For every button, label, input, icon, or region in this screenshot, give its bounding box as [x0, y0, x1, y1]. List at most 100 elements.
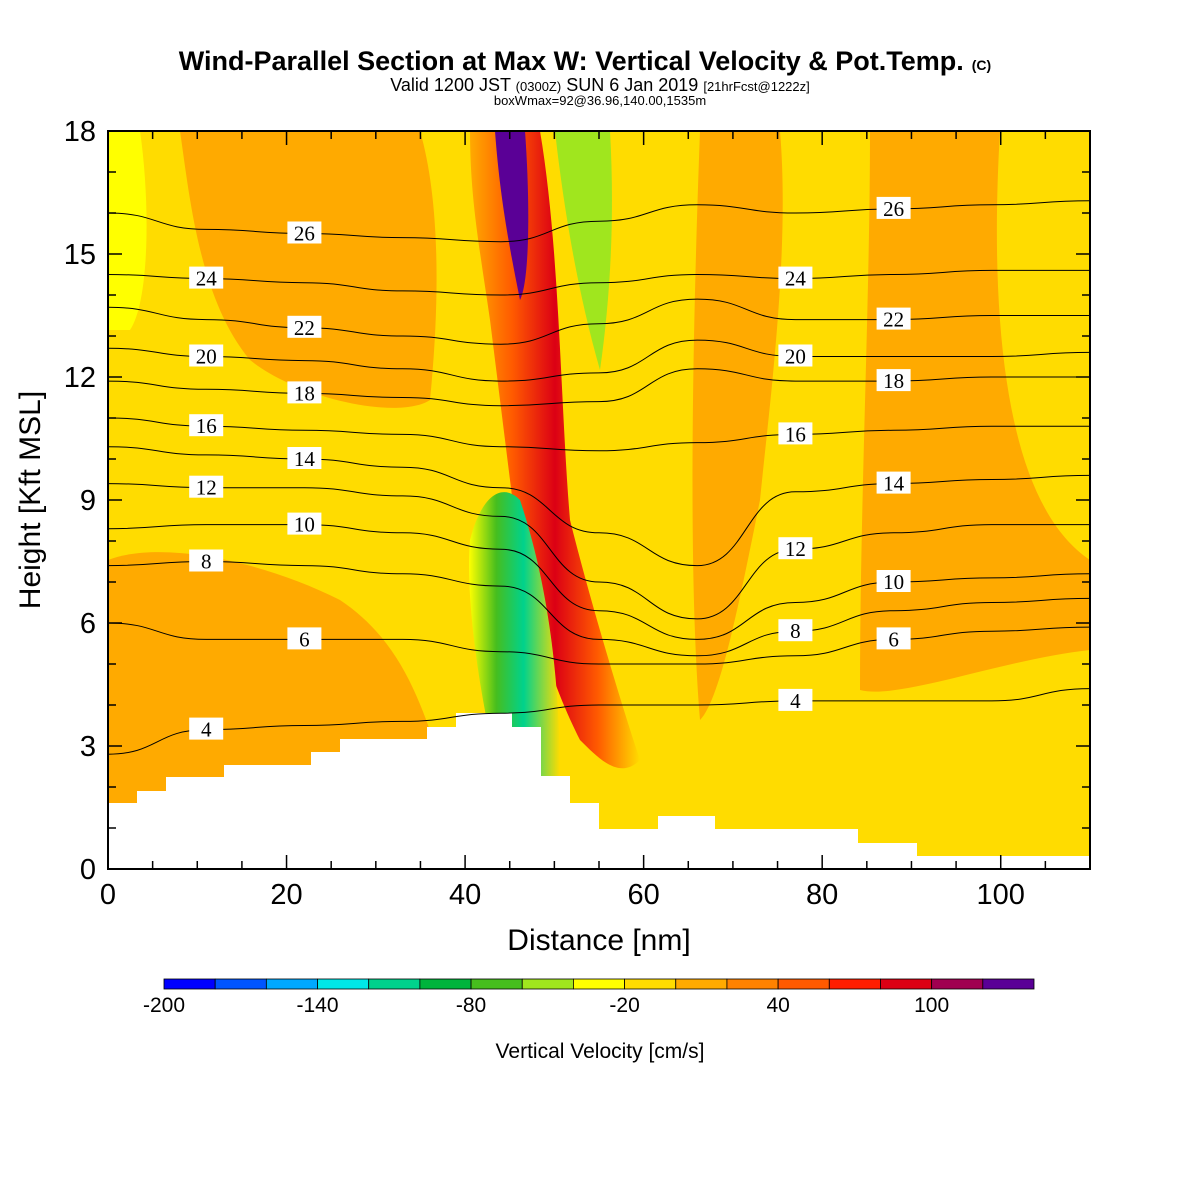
x-tick-label: 60	[628, 879, 660, 911]
theta-contour-line	[108, 417, 1090, 452]
velocity-field	[108, 131, 1090, 869]
svg-text:8: 8	[201, 550, 212, 574]
colorbar-tick-label: 100	[914, 994, 949, 1017]
theta-contour-label: 18	[876, 369, 911, 393]
theta-contour-line	[108, 269, 1090, 296]
downdraft-plume	[469, 492, 560, 780]
svg-text:16: 16	[196, 414, 217, 438]
theta-contour-label: 16	[778, 422, 813, 446]
colorbar-swatch	[828, 978, 881, 990]
theta-contour-line	[108, 560, 1090, 657]
theta-contour-label: 4	[189, 717, 224, 742]
theta-contour-line	[108, 622, 1090, 665]
colorbar-swatch	[777, 978, 830, 990]
chart-title: Wind-Parallel Section at Max W: Vertical…	[179, 46, 991, 76]
svg-text:8: 8	[790, 619, 801, 643]
svg-text:26: 26	[883, 197, 904, 221]
theta-contour-label: 24	[189, 266, 224, 291]
x-tick-label: 40	[449, 879, 481, 911]
svg-text:18: 18	[883, 369, 904, 393]
svg-text:24: 24	[196, 267, 218, 291]
theta-contour-label: 18	[287, 381, 322, 405]
colorbar-tick-label: -200	[143, 994, 185, 1017]
colorbar-swatch	[726, 978, 779, 990]
x-tick-label: 80	[806, 879, 838, 911]
colorbar-swatch	[317, 978, 370, 990]
colorbar-swatch	[931, 978, 984, 990]
theta-contour-line	[108, 339, 1090, 382]
field-yellow-left	[108, 131, 147, 330]
svg-text:14: 14	[883, 472, 905, 496]
colorbar-label: Vertical Velocity [cm/s]	[496, 1040, 705, 1063]
svg-text:4: 4	[790, 689, 801, 713]
colorbar-swatch	[214, 978, 267, 990]
y-tick-label: 18	[64, 116, 96, 148]
theta-contour-labels: 4 4 6 6 8 8 10 10 12 12 14 14 16 16 18 18 20 20 22 22 24 24 26…	[189, 196, 911, 742]
theta-contour-label: 24	[778, 266, 813, 291]
theta-contour-line	[108, 446, 1090, 567]
terrain	[108, 713, 1090, 869]
y-tick-label: 0	[80, 854, 96, 886]
theta-contours	[108, 200, 1090, 755]
svg-text:22: 22	[294, 316, 315, 340]
svg-text:20: 20	[196, 345, 217, 369]
x-tick-label: 20	[270, 879, 302, 911]
svg-text:24: 24	[785, 267, 807, 291]
svg-text:20: 20	[785, 345, 806, 369]
colorbar-swatch	[573, 978, 625, 990]
field-orange-upper	[180, 131, 437, 408]
colorbar-swatch	[675, 978, 728, 990]
colorbar-tick-label: -80	[456, 994, 486, 1017]
y-axis: 0 3 6 9 12 15 18	[64, 116, 1090, 886]
y-axis-label: Height [Kft MSL]	[14, 391, 47, 609]
svg-text:4: 4	[201, 718, 212, 742]
colorbar	[163, 978, 1035, 990]
field-orange-right	[860, 131, 1090, 692]
colorbar-swatch	[265, 978, 318, 990]
x-tick-label: 0	[100, 879, 116, 911]
svg-text:6: 6	[888, 627, 899, 651]
title-mark: (C)	[972, 57, 991, 73]
colorbar-swatch	[982, 978, 1035, 990]
x-axis: 0 20 40 60 80 100	[100, 131, 1091, 911]
y-tick-label: 3	[80, 731, 96, 763]
theta-contour-line	[108, 368, 1090, 407]
theta-contour-label: 20	[778, 344, 813, 369]
theta-contour-label: 14	[287, 447, 322, 471]
updraft-core	[495, 131, 529, 300]
field-orange-mid	[692, 131, 783, 720]
colorbar-swatch	[624, 978, 677, 990]
svg-text:14: 14	[294, 447, 316, 471]
theta-contour-label: 10	[876, 570, 911, 594]
y-tick-label: 15	[64, 239, 96, 271]
colorbar-swatch	[521, 978, 574, 990]
svg-text:12: 12	[785, 537, 806, 561]
theta-contour-label: 12	[778, 537, 813, 561]
theta-contour-label: 6	[876, 627, 911, 651]
theta-contour-line	[108, 200, 1090, 243]
chart-subtitle-2: boxWmax=92@36.96,140.00,1535m	[494, 93, 706, 108]
svg-text:16: 16	[785, 422, 806, 446]
svg-text:18: 18	[294, 381, 315, 405]
theta-contour-label: 20	[189, 344, 224, 369]
colorbar-swatch	[163, 978, 216, 990]
chart-subtitle: Valid 1200 JST (0300Z) SUN 6 Jan 2019 [2…	[390, 75, 810, 95]
y-tick-label: 12	[64, 362, 96, 394]
svg-text:22: 22	[883, 308, 904, 332]
theta-contour-label: 26	[876, 196, 911, 221]
theta-contour-line	[108, 688, 1090, 755]
theta-contour-line	[108, 524, 1090, 640]
theta-contour-label: 6	[287, 627, 322, 651]
colorbar-swatch	[368, 978, 421, 990]
theta-contour-label: 8	[189, 549, 224, 574]
colorbar-tick-label: -140	[297, 994, 339, 1017]
theta-contour-label: 26	[287, 221, 322, 246]
colorbar-tick-labels: -200 -140 -80 -20 40 100	[143, 994, 949, 1017]
theta-contour-line	[108, 298, 1090, 345]
y-tick-label: 9	[80, 485, 96, 517]
colorbar-swatch	[880, 978, 933, 990]
theta-contour-line	[108, 483, 1090, 620]
x-tick-label: 100	[977, 879, 1025, 911]
theta-contour-label: 10	[287, 512, 322, 537]
svg-text:6: 6	[299, 627, 310, 651]
